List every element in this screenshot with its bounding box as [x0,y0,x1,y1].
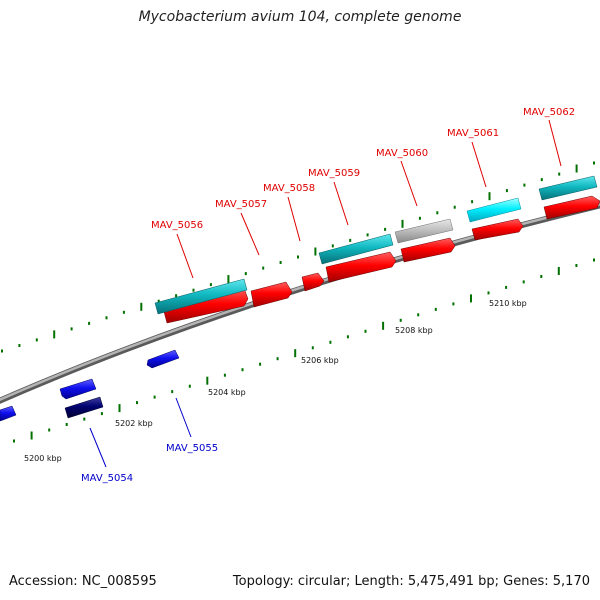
map-title: Mycobacterium avium 104, complete genome [138,9,462,25]
cds-mav-5057 [250,281,293,308]
reverse-gene-labels: MAV_5054 MAV_5055 [81,443,218,484]
label-leader-lines [89,119,562,468]
outer-tick-marks [1,161,595,353]
feature-mav-5061 [466,197,522,223]
label-mav-5061: MAV_5061 [447,128,499,139]
feature-mav-5059 [318,233,394,265]
tick-label-5210: 5210 kbp [489,299,527,308]
inner-tick-marks [13,258,595,443]
topology-label: Topology: circular; Length: 5,475,491 bp… [232,574,590,589]
forward-gene-labels: MAV_5056 MAV_5057 MAV_5058 MAV_5059 MAV_… [151,107,575,231]
tick-label-5208: 5208 kbp [395,326,433,335]
label-mav-5056: MAV_5056 [151,220,203,231]
cds-mav-5053 [0,405,17,422]
label-mav-5062: MAV_5062 [523,107,575,118]
label-mav-5060: MAV_5060 [376,148,428,159]
label-mav-5054: MAV_5054 [81,473,133,484]
tick-label-5206: 5206 kbp [301,356,339,365]
feature-mav-5060 [394,218,454,244]
feature-mav-5056 [154,278,248,315]
cds-mav-5058 [301,272,325,292]
tick-label-5200: 5200 kbp [24,454,62,463]
label-mav-5057: MAV_5057 [215,199,267,210]
label-mav-5058: MAV_5058 [263,183,315,194]
forward-features [154,175,600,324]
coordinate-labels: 5200 kbp 5202 kbp 5204 kbp 5206 kbp 5208… [24,299,527,463]
cds-mav-5061 [471,218,524,241]
cds-mav-5062 [543,195,600,220]
reverse-features [0,349,180,422]
feature-mav-5062 [538,175,598,201]
accession-label: Accession: NC_008595 [9,574,157,589]
tick-label-5204: 5204 kbp [208,388,246,397]
label-mav-5059: MAV_5059 [308,168,360,179]
tick-label-5202: 5202 kbp [115,419,153,428]
cds-mav-5054b [64,396,104,419]
label-mav-5055: MAV_5055 [166,443,218,454]
cds-mav-5055 [146,349,180,369]
cds-mav-5054 [59,378,97,400]
cds-mav-5060 [400,237,456,263]
cds-mav-5059 [325,251,397,283]
